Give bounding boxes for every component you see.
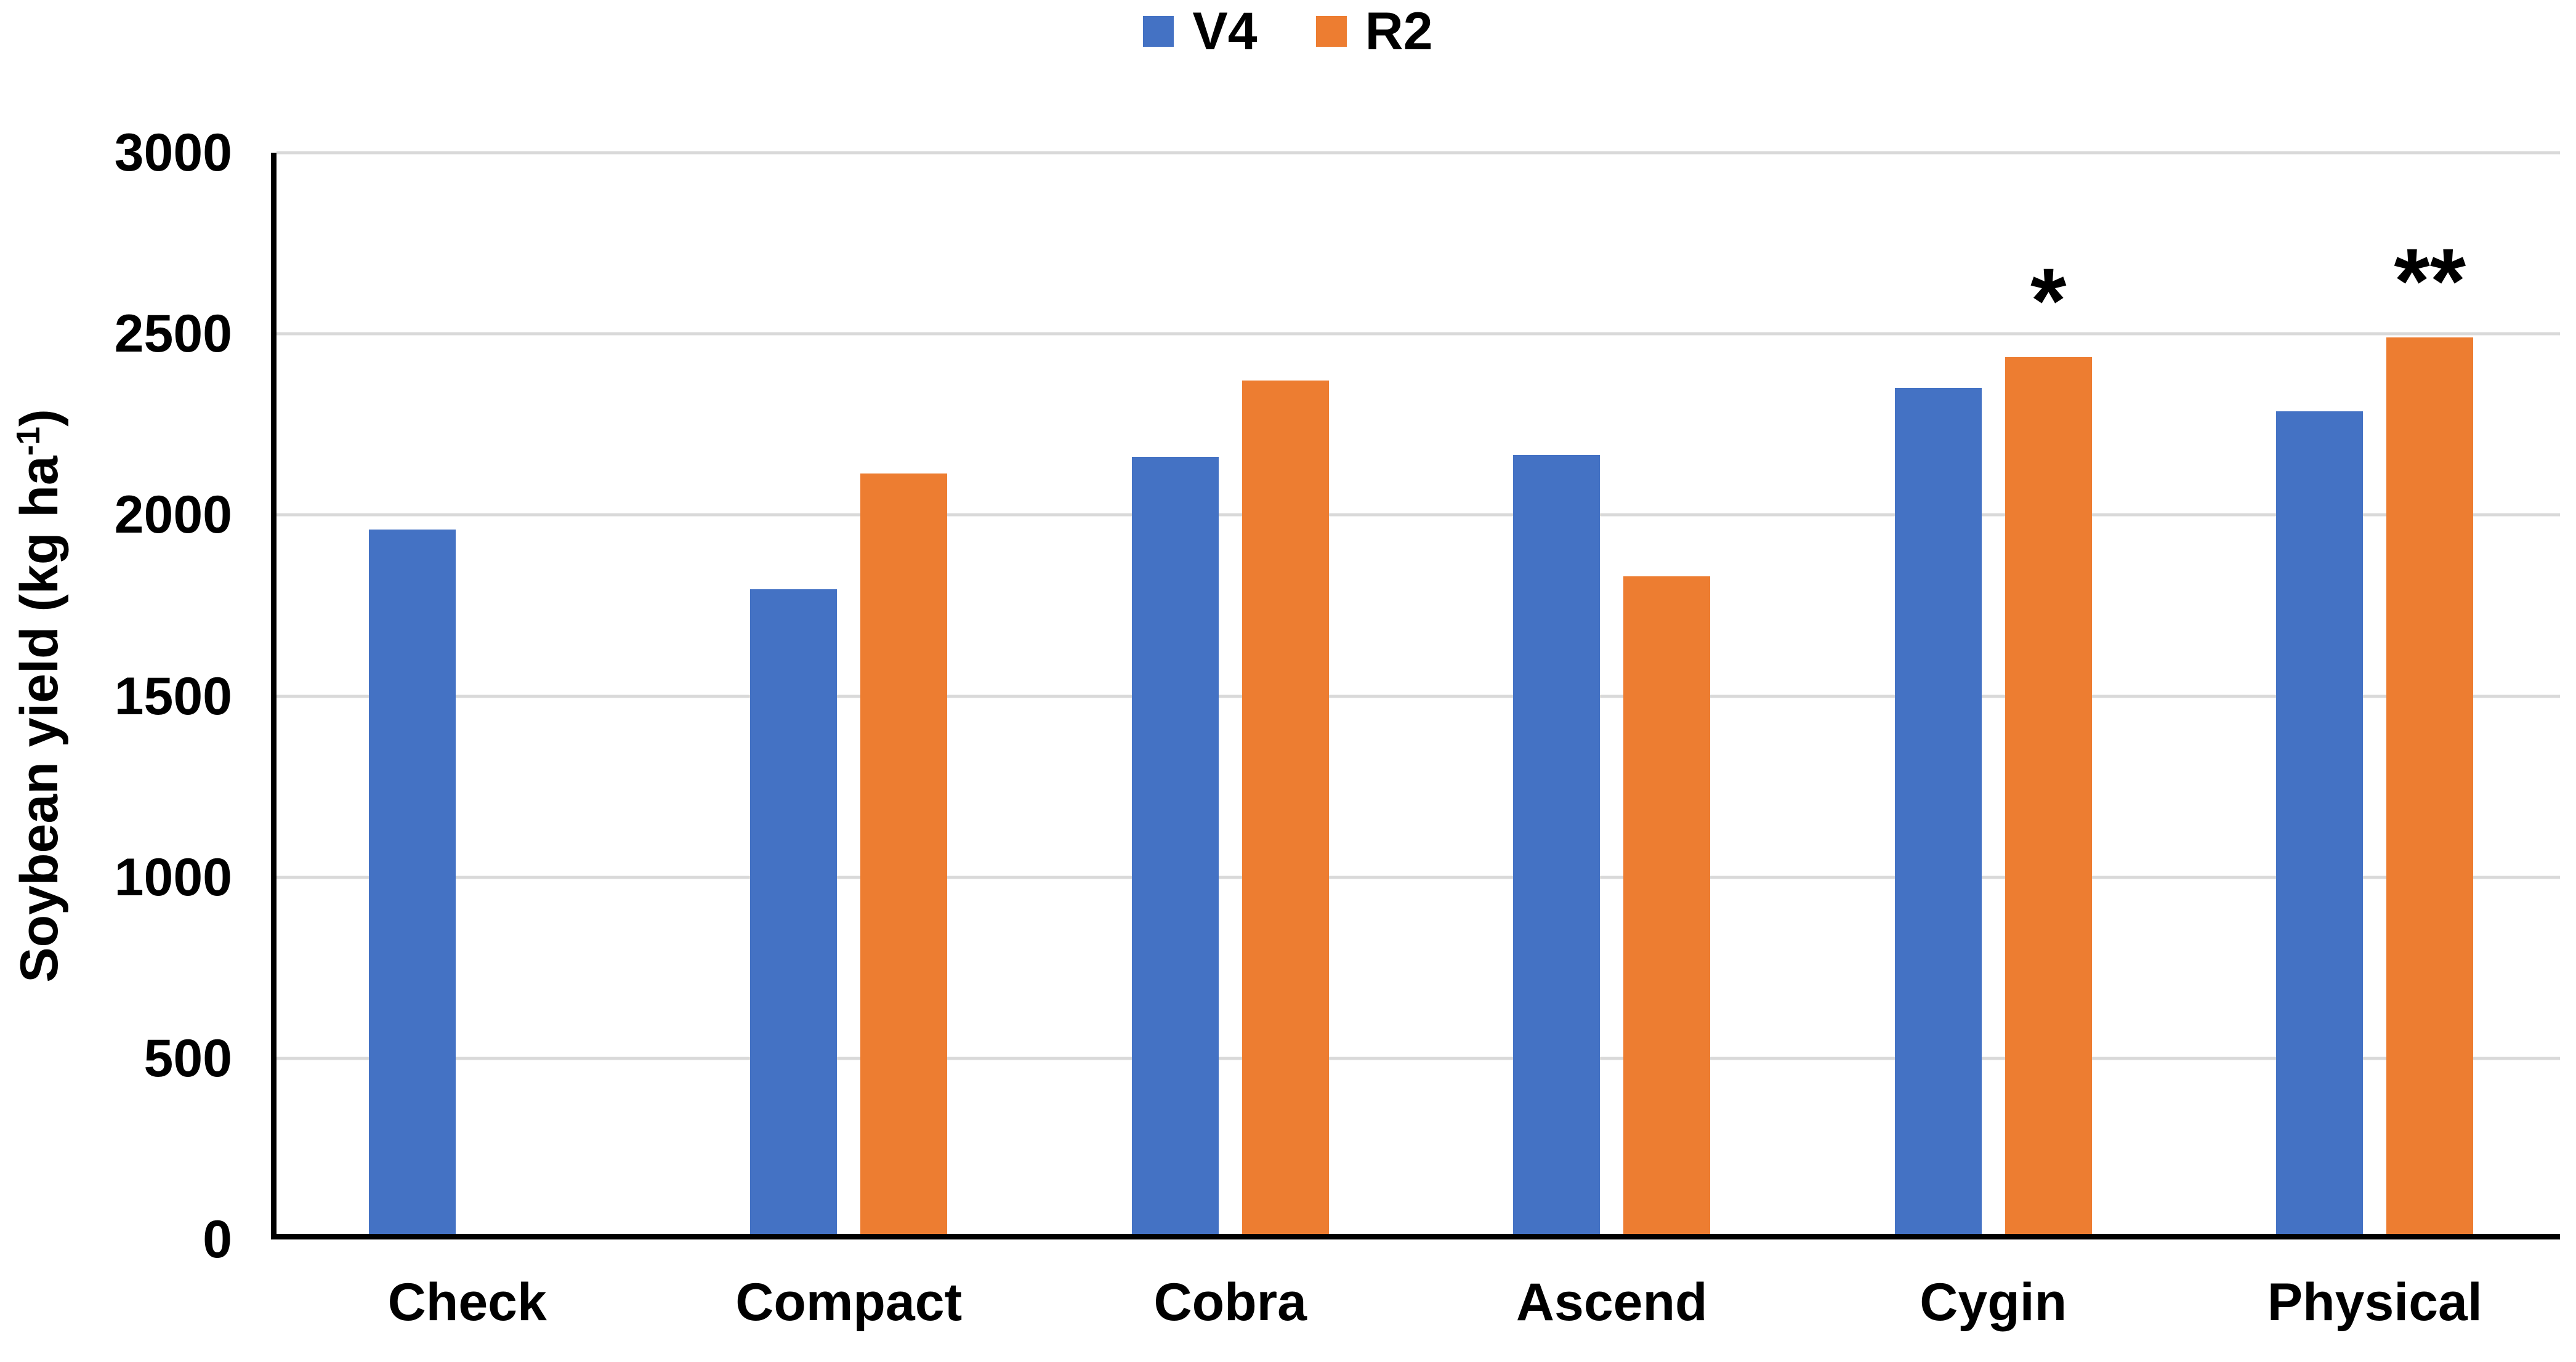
y-tick-label-0: 0 [203, 1210, 232, 1269]
y-axis-title-superscript: -1 [10, 426, 47, 456]
legend-label-v4: V4 [1192, 2, 1258, 61]
bar-v4-check [368, 529, 456, 1234]
bar-r2-physical [2386, 337, 2474, 1234]
bar-v4-cygin [1894, 388, 1982, 1234]
y-axis-title-close: ) [10, 409, 69, 427]
bar-r2-ascend [1623, 576, 1711, 1234]
legend-swatch-v4 [1143, 16, 1174, 47]
legend-item-r2: R2 [1315, 2, 1433, 61]
gridline-3000 [277, 151, 2560, 155]
significance-marker-cygin: * [2030, 249, 2067, 353]
x-axis-label-physical: Physical [2267, 1273, 2482, 1332]
y-axis-title-text: Soybean yield (kg ha [10, 456, 69, 983]
bar-v4-ascend [1513, 455, 1601, 1234]
y-tick-label-3000: 3000 [114, 123, 232, 182]
y-tick-label-500: 500 [143, 1028, 233, 1088]
x-axis-label-cygin: Cygin [1920, 1273, 2067, 1332]
bar-v4-cobra [1131, 457, 1219, 1234]
gridline-2000 [277, 513, 2560, 517]
legend-label-r2: R2 [1365, 2, 1433, 61]
x-axis-label-check: Check [387, 1273, 547, 1332]
bar-v4-physical [2276, 411, 2364, 1234]
y-tick-label-2000: 2000 [114, 485, 232, 545]
bar-r2-compact [860, 473, 948, 1234]
bar-v4-compact [750, 589, 838, 1234]
gridline-2500 [277, 332, 2560, 336]
gridline-1000 [277, 876, 2560, 879]
y-tick-label-2500: 2500 [114, 304, 232, 364]
significance-marker-physical: ** [2394, 228, 2466, 332]
bar-r2-cygin [2005, 357, 2092, 1234]
x-axis-label-cobra: Cobra [1153, 1273, 1307, 1332]
y-axis-title: Soybean yield (kg ha-1) [10, 409, 69, 983]
chart-legend: V4 R2 [0, 5, 2576, 58]
bar-r2-cobra [1242, 381, 1329, 1234]
y-tick-label-1500: 1500 [114, 666, 232, 726]
x-axis-label-compact: Compact [735, 1273, 963, 1332]
gridline-500 [277, 1057, 2560, 1060]
x-axis-label-ascend: Ascend [1516, 1273, 1708, 1332]
plot-area: 0 500 1000 1500 2000 2500 3000 Check Compact Cobr… [115, 126, 2560, 1329]
y-tick-label-1000: 1000 [114, 847, 232, 907]
gridline-1500 [277, 695, 2560, 698]
legend-item-v4: V4 [1143, 2, 1258, 61]
legend-swatch-r2 [1315, 16, 1347, 47]
